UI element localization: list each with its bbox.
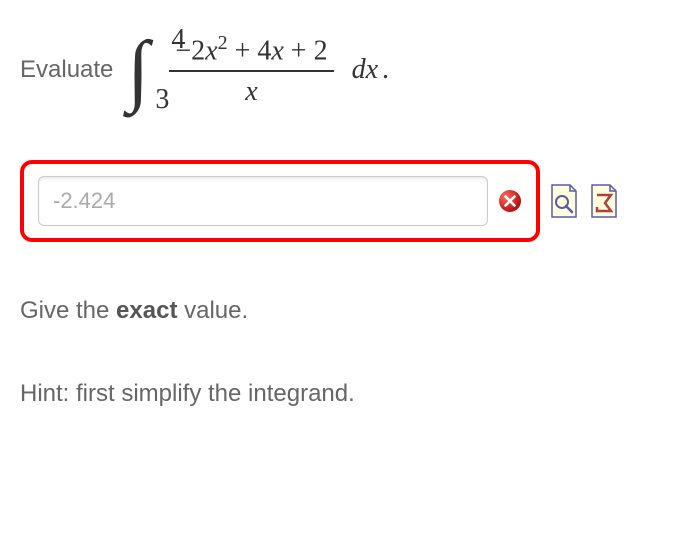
evaluate-label: Evaluate bbox=[20, 56, 113, 84]
integral-sign: ∫ 4 3 bbox=[127, 30, 149, 110]
error-icon bbox=[498, 189, 522, 213]
fraction: −2x2 + 4x + 2 x bbox=[169, 32, 333, 107]
answer-row bbox=[20, 160, 657, 242]
equation-editor-icon[interactable] bbox=[588, 183, 620, 219]
integral-lower-limit: 3 bbox=[155, 84, 169, 116]
numerator: −2x2 + 4x + 2 bbox=[169, 32, 333, 69]
preview-icon[interactable] bbox=[548, 183, 580, 219]
instruction-text: Give the exact value. bbox=[20, 297, 657, 325]
question-row: Evaluate ∫ 4 3 −2x2 + 4x + 2 x dx. bbox=[20, 30, 657, 110]
answer-highlight-box bbox=[20, 160, 540, 242]
differential: dx. bbox=[352, 54, 389, 86]
integral-upper-limit: 4 bbox=[171, 24, 185, 56]
denominator: x bbox=[245, 72, 257, 108]
math-expression: ∫ 4 3 −2x2 + 4x + 2 x dx. bbox=[127, 30, 389, 110]
hint-text: Hint: first simplify the integrand. bbox=[20, 380, 657, 408]
answer-input[interactable] bbox=[38, 176, 488, 226]
instruction-bold: exact bbox=[116, 297, 177, 324]
